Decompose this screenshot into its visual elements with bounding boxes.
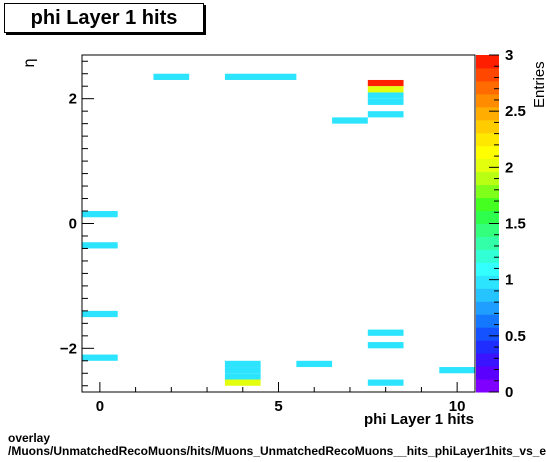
heatmap-cell [332,117,368,124]
heatmap-cell [367,79,404,87]
color-scale-segment [476,67,499,82]
color-scale-tick-label: 0 [505,384,513,401]
y-tick-label: −2 [60,340,77,357]
color-scale-tick-label: 1 [505,272,513,289]
color-scale-segment [476,132,499,147]
color-scale-segment [476,223,499,237]
color-scale-segment [476,210,499,224]
color-scale-segment [476,262,499,276]
heatmap-cell [367,86,404,93]
x-tick-label: 10 [449,398,466,415]
color-scale-segment [476,288,499,302]
color-scale-tick-label: 2 [505,159,513,176]
heatmap-cell [224,379,261,386]
color-scale-segment [476,184,499,199]
color-scale-segment [476,80,499,95]
color-scale-segment [476,171,499,186]
heatmap-cell [296,360,333,368]
color-scale-segment [476,106,499,121]
heatmap-cell [82,242,118,249]
x-axis-ticks: 0 5 10 [96,382,466,415]
color-scale-segment [476,340,499,354]
heatmap-cell [224,73,297,80]
color-scale-tick-label: 0.5 [505,328,526,345]
heatmap-cell [82,211,118,218]
heatmap-cell [367,379,404,386]
heatmap-cell [367,98,404,105]
heatmap-cell [224,373,261,380]
color-scale-segment [476,236,499,250]
color-scale-segment [476,158,499,173]
color-scale-tick-label: 2.5 [505,103,526,120]
heatmap-cell [367,111,404,118]
color-scale-tick-label: 1.5 [505,216,526,233]
color-scale-ticks: 0 0.5 1 1.5 2 2.5 3 [489,47,526,401]
heatmap-cell [367,329,404,336]
heatmap-cell [367,342,404,349]
color-scale-segment [476,249,499,263]
color-scale-segment [476,353,499,367]
plot-frame [81,54,476,393]
color-scale-segment [476,197,499,212]
color-scale-segment [476,145,499,160]
heatmap-cell [82,354,118,361]
heatmap-cell [224,367,261,374]
heatmap-cell [82,310,118,318]
y-axis-label: η [20,58,38,68]
color-scale-segment [476,379,499,393]
heatmap-cell [224,360,261,368]
color-scale-segment [476,55,499,69]
heatmap-cell [153,73,190,80]
color-scale-segment [476,366,499,380]
color-scale-label: Entries [531,61,546,108]
x-tick-label: 0 [96,398,104,415]
footer-caption: overlay /Muons/UnmatchedRecoMuons/hits/M… [8,432,546,458]
color-scale-segment [476,119,499,134]
y-tick-label: 0 [69,216,77,233]
title-box: phi Layer 1 hits [4,3,204,33]
y-axis-ticks: −2 0 2 [60,60,94,387]
heatmap-cell [439,367,475,374]
x-axis-label: phi Layer 1 hits [364,411,474,428]
footer-line-1: overlay [8,432,51,445]
heatmap-cell [367,92,404,99]
heatmap-cells [82,73,475,386]
color-scale-bar [476,55,499,393]
color-scale-segment [476,301,499,315]
color-scale-segment [476,314,499,328]
x-tick-label: 5 [274,398,282,415]
color-scale-segment [476,327,499,341]
footer-line-2: /Muons/UnmatchedRecoMuons/hits/Muons_Unm… [8,444,546,458]
color-scale-tick-label: 3 [505,47,513,64]
color-scale-segment [476,93,499,108]
y-tick-label: 2 [69,91,77,108]
color-scale-segment [476,275,499,289]
chart-title: phi Layer 1 hits [30,7,178,29]
